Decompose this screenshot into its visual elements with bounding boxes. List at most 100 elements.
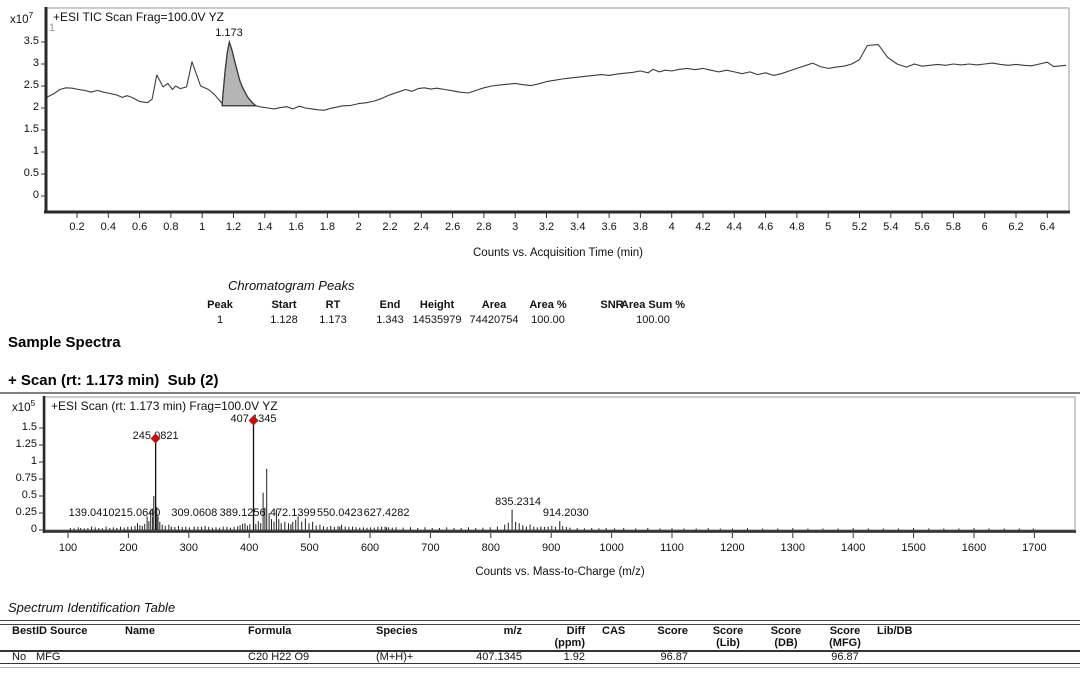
scan-heading: + Scan (rt: 1.173 min) Sub (2): [0, 372, 1080, 394]
spectrum-plot: [39, 396, 1076, 538]
id-table-cell: 407.1345: [476, 651, 522, 663]
chromatogram-peak-rt-annotation: 1.173: [215, 27, 243, 39]
id-table-header: Species: [376, 625, 418, 637]
spectrum-x-tick-label: 1500: [901, 542, 926, 554]
id-table-header: m/z: [503, 625, 522, 637]
id-table-header: Score (Lib): [712, 625, 744, 649]
id-table-cell: MFG: [36, 651, 61, 663]
chromatogram-x-tick-label: 5.8: [945, 221, 962, 233]
id-table-header: Name: [125, 625, 155, 637]
chromatogram-x-tick-label: 4.4: [726, 221, 742, 233]
id-table-cell: 96.87: [660, 651, 688, 663]
chromatogram-x-tick-label: 1.4: [257, 221, 273, 233]
spectrum-x-tick-label: 400: [240, 542, 259, 554]
chromatogram-x-tick-label: 3.2: [538, 221, 555, 233]
spectrum-axis-title: Counts vs. Mass-to-Charge (m/z): [475, 566, 645, 578]
spectrum-x-tick-label: 1700: [1022, 542, 1047, 554]
chrom-table-header: Area: [481, 299, 507, 311]
chrom-table-cell: 100.00: [636, 314, 670, 326]
scale-base: x10: [12, 401, 31, 414]
chromatogram-x-tick-label: 4.6: [757, 221, 774, 233]
spectrum-x-tick-label: 100: [58, 542, 78, 554]
spectrum-id-title-underline: [0, 620, 1080, 621]
spectrum-x-tick-label: 1400: [840, 542, 866, 554]
spectrum-peak-label: 835.2314: [495, 495, 542, 508]
chrom-table-header: Area Sum %: [620, 299, 686, 311]
chromatogram-x-tick-label: 3.6: [601, 221, 617, 233]
spectrum-x-tick-label: 1300: [780, 542, 806, 554]
chromatogram-x-tick-label: 3.8: [632, 221, 649, 233]
chromatogram-y-tick-label: 0.5: [23, 167, 39, 179]
chromatogram-x-tick-label: 2.4: [413, 221, 429, 233]
spectrum-peak-label: 914.2030: [542, 507, 589, 520]
chromatogram-signal-index: 1: [49, 22, 56, 34]
spectrum-x-tick-label: 500: [300, 542, 319, 554]
chromatogram-peaks-table-title: Chromatogram Peaks: [228, 278, 355, 293]
id-table-header: Best: [12, 625, 36, 637]
chrom-table-cell: 1.128: [270, 314, 298, 326]
chromatogram-x-tick-label: 5: [825, 221, 832, 233]
chromatogram-y-tick-label: 3: [32, 57, 39, 69]
id-table-cell: No: [12, 651, 27, 663]
spectrum-x-tick-label: 1000: [599, 542, 624, 554]
spectrum-y-tick-label: 1.5: [21, 421, 37, 433]
chromatogram-x-tick-label: 1.8: [319, 221, 336, 233]
chrom-table-header: Area %: [529, 299, 567, 311]
spectrum-x-tick-label: 1100: [660, 542, 684, 554]
chromatogram-x-tick-label: 1: [199, 221, 206, 233]
chromatogram-title: +ESI TIC Scan Frag=100.0V YZ: [53, 10, 224, 24]
chromatogram-x-tick-label: 4: [668, 221, 675, 233]
chromatogram-curve: [47, 41, 1067, 111]
spectrum-x-tick-label: 200: [119, 542, 138, 554]
spectrum-peak-label: 472.1399: [269, 507, 316, 519]
spectrum-x-tick-label: 300: [179, 542, 198, 554]
sample-spectra-heading: Sample Spectra: [8, 334, 121, 351]
spectrum-x-tick-label: 900: [542, 542, 561, 554]
chrom-table-cell: 1: [216, 314, 224, 326]
spectrum-x-tick-label: 800: [481, 542, 500, 554]
spectrum-id-bottom-rule: [0, 667, 1080, 668]
spectrum-y-tick-label: 0.25: [15, 506, 37, 518]
scale-base: x10: [10, 13, 29, 26]
scale-exponent: 5: [30, 398, 36, 408]
spectrum-title: +ESI Scan (rt: 1.173 min) Frag=100.0V YZ: [51, 399, 278, 413]
spectrum-x-tick-label: 1600: [961, 542, 987, 554]
chromatogram-x-tick-label: 5.6: [914, 221, 930, 233]
chromatogram-y-tick-label: 2.5: [23, 79, 39, 91]
spectrum-x-tick-label: 700: [421, 542, 440, 554]
spectrum-peak-label: 627.4282: [363, 507, 410, 519]
id-table-header: Score: [657, 625, 688, 637]
spectrum-id-header-rule: [0, 650, 1080, 652]
chrom-table-cell: 1.173: [319, 314, 347, 326]
id-table-header: Diff (ppm): [554, 625, 585, 649]
scale-exponent: 7: [28, 10, 34, 20]
chrom-table-cell: 100.00: [531, 314, 565, 326]
id-table-header: Score (MFG): [829, 625, 861, 649]
chromatogram-x-tick-label: 6: [981, 221, 988, 233]
spectrum-y-tick-label: 0.75: [15, 472, 37, 484]
id-table-cell: (M+H)+: [376, 651, 414, 663]
id-table-header: CAS: [602, 625, 626, 637]
chromatogram-x-tick-label: 1.2: [225, 221, 242, 233]
chromatogram-x-tick-label: 5.4: [883, 221, 899, 233]
chromatogram-y-tick-label: 0: [32, 189, 39, 201]
chromatogram-y-tick-label: 1.5: [23, 123, 39, 135]
spectrum-y-tick-label: 0.5: [21, 489, 37, 501]
chromatogram-x-tick-label: 2.2: [382, 221, 398, 233]
id-table-cell: 96.87: [831, 651, 859, 663]
chromatogram-y-scale: x107: [10, 10, 33, 26]
spectrum-y-tick-label: 1.25: [15, 438, 37, 450]
id-table-cell: C20 H22 O9: [248, 651, 310, 663]
chromatogram-x-tick-label: 2: [355, 221, 362, 233]
spectrum-x-tick-label: 600: [360, 542, 380, 554]
spectrum-peak-label: 389.1256: [219, 507, 266, 519]
spectrum-peak-label: 215.0640: [114, 507, 161, 519]
chromatogram-x-tick-label: 0.4: [100, 221, 116, 233]
spectrum-y-scale: x105: [12, 398, 35, 414]
chromatogram-x-tick-label: 4.2: [695, 221, 711, 233]
id-table-header: Lib/DB: [877, 625, 913, 637]
chromatogram-plot: [41, 7, 1070, 218]
chromatogram-axis-title: Counts vs. Acquisition Time (min): [472, 247, 644, 259]
